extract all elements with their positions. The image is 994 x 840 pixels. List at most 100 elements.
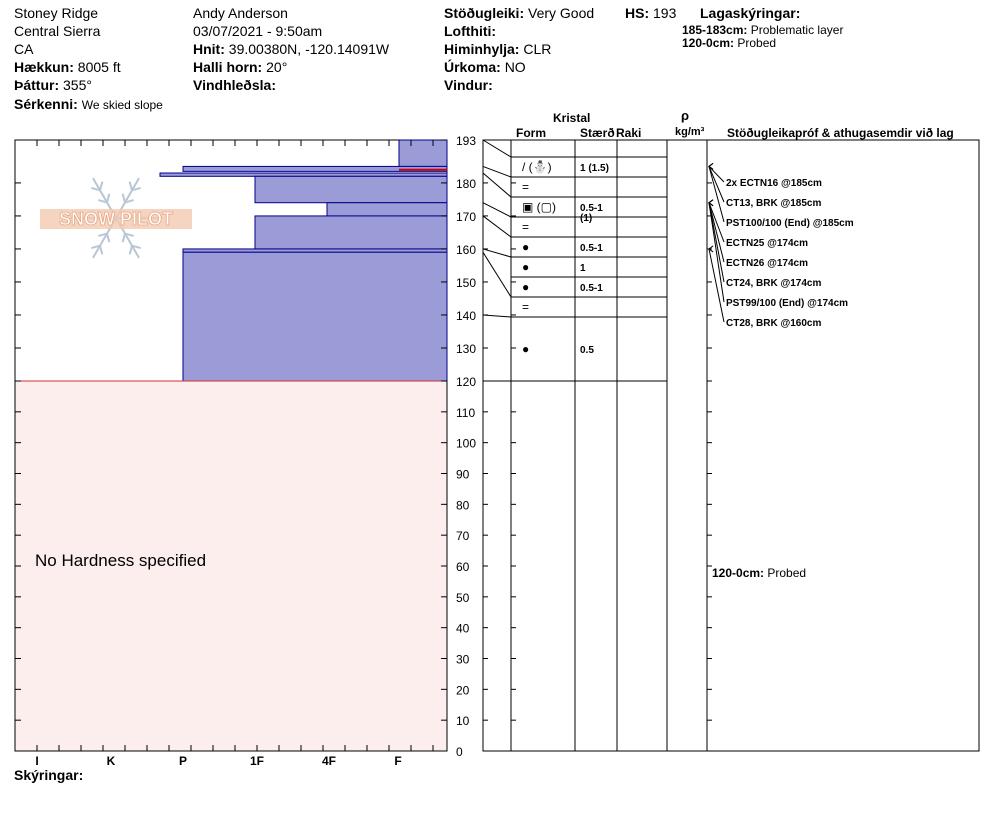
elevation-label: Hækkun: — [14, 59, 74, 75]
depth-tick-label: 140 — [456, 309, 476, 323]
sky-value: CLR — [523, 41, 552, 57]
hardness-layer — [182, 251, 448, 382]
logo-text: SNOW PILOT — [59, 209, 173, 229]
aspect-value: 355° — [63, 77, 92, 93]
hardness-tick-label: P — [179, 754, 187, 768]
coordinates-row: Hnit: 39.00380N, -120.14091W — [193, 41, 389, 57]
stability-test-arrowhead — [708, 245, 714, 253]
crystal-form: = — [522, 180, 529, 194]
depth-tick-label: 160 — [456, 243, 476, 257]
coordinates-label: Hnit: — [193, 41, 225, 57]
depth-tick-label: 170 — [456, 210, 476, 224]
logo-branch — [128, 181, 133, 191]
depth-tick-label: 180 — [456, 177, 476, 191]
probed-region — [15, 381, 447, 751]
wind-label: Vindur: — [444, 77, 493, 93]
logo-branch — [131, 244, 141, 250]
crystal-table: / (⛄) 1 (1.5)=▣ (▢) 0.5-1(1)=● 0.5-1● 1● 0.5-… — [482, 139, 980, 752]
probed-note: 120-0cm: Probed — [712, 566, 807, 580]
stability-test-pointer — [708, 248, 725, 323]
legend-item: 120-0cm: Probed — [682, 36, 777, 50]
stability-test: PST100/100 (End) @185cm — [726, 218, 854, 229]
depth-tick-label: 110 — [456, 406, 475, 420]
crystal-form: ● — [522, 260, 529, 274]
date-time: 03/07/2021 - 9:50am — [193, 23, 323, 39]
depth-tick-label: 50 — [456, 591, 470, 605]
legend-item: 185-183cm: Problematic layer — [682, 23, 844, 37]
crystal-size: 1 — [580, 263, 586, 274]
depth-tick-label: 60 — [456, 560, 470, 574]
depth-connector — [482, 165, 512, 178]
logo-branch — [121, 233, 126, 243]
crystal-form: ● — [522, 280, 529, 294]
precip-row: Úrkoma: NO — [444, 59, 526, 75]
hardness-tick-label: 1F — [250, 754, 264, 768]
depth-tick-label: 120 — [456, 375, 476, 389]
stability-label: Stöðugleiki: — [444, 5, 525, 21]
hs-row: HS: 193 — [625, 5, 676, 21]
crystal-size-secondary: (1) — [580, 213, 592, 224]
sky-row: Himinhylja: CLR — [444, 41, 551, 57]
depth-connector — [482, 248, 512, 258]
wind-row: Vindur: — [444, 77, 493, 93]
logo-banner — [40, 209, 192, 229]
logo-branch — [98, 199, 108, 204]
hardness-layer — [398, 139, 448, 167]
depth-tick-label: 150 — [456, 276, 476, 290]
hardness-layer — [254, 215, 448, 250]
logo-branch — [121, 193, 126, 203]
stability-test-arrowhead — [708, 163, 714, 170]
wind-loading-row: Vindhleðsla: — [193, 77, 276, 93]
comments-label: Skýringar: — [14, 767, 84, 783]
hardness-layer — [254, 175, 448, 204]
location-name: Stoney Ridge — [14, 5, 99, 21]
crystal-size: 0.5 — [580, 345, 594, 356]
depth-tick-label: 100 — [456, 437, 476, 451]
hardness-axis: I K P 1F 4F F — [35, 754, 401, 768]
stability-test: ECTN25 @174cm — [726, 238, 808, 249]
logo-branch — [98, 232, 108, 237]
size-header: Stærð — [580, 126, 615, 140]
slope-label: Halli horn: — [193, 59, 263, 75]
crystal-size: 0.5-1 — [580, 243, 603, 254]
depth-tick-label: 20 — [456, 683, 470, 697]
logo-branch — [124, 232, 134, 237]
stability-tests-header: Stöðugleikapróf & athugasemdir við lag — [727, 126, 954, 140]
stability-test-pointer — [708, 166, 725, 223]
logo-branch — [91, 186, 101, 192]
coordinates-value: 39.00380N, -120.14091W — [228, 41, 390, 57]
precip-label: Úrkoma: — [444, 59, 501, 75]
logo-branch — [131, 186, 141, 192]
depth-tick-label: 90 — [456, 468, 470, 482]
precip-value: NO — [504, 59, 526, 75]
elevation-row: Hækkun: 8005 ft — [14, 59, 121, 75]
kristal-header: Kristal — [553, 111, 591, 125]
crystal-form: = — [522, 300, 529, 314]
logo-branch — [106, 193, 111, 203]
aspect-label: Þáttur: — [14, 77, 60, 93]
crystal-form: ● — [522, 240, 529, 254]
no-hardness-note: No Hardness specified — [35, 551, 207, 570]
elevation-value: 8005 ft — [77, 59, 121, 75]
stability-test-pointer — [708, 202, 725, 263]
stability-test-pointer — [708, 166, 725, 203]
mountain-range: Central Sierra — [14, 23, 101, 39]
depth-connector — [482, 139, 512, 158]
hardness-layer — [326, 202, 448, 217]
depth-tick-label: 80 — [456, 498, 470, 512]
sky-label: Himinhylja: — [444, 41, 520, 57]
hardness-panel — [14, 139, 448, 752]
logo-branch — [106, 233, 111, 243]
hardness-tick-label: F — [394, 754, 401, 768]
stability-test: CT24, BRK @174cm — [726, 278, 821, 289]
hs-value: 193 — [653, 5, 677, 21]
logo-branch — [99, 245, 104, 255]
depth-tick-label: 10 — [456, 714, 470, 728]
depth-connector — [482, 251, 512, 298]
stability-test: CT13, BRK @185cm — [726, 198, 821, 209]
stability-test: CT28, BRK @160cm — [726, 318, 821, 329]
state: CA — [14, 41, 34, 57]
crystal-size: 1 (1.5) — [580, 163, 609, 174]
depth-tick-label: 70 — [456, 529, 470, 543]
